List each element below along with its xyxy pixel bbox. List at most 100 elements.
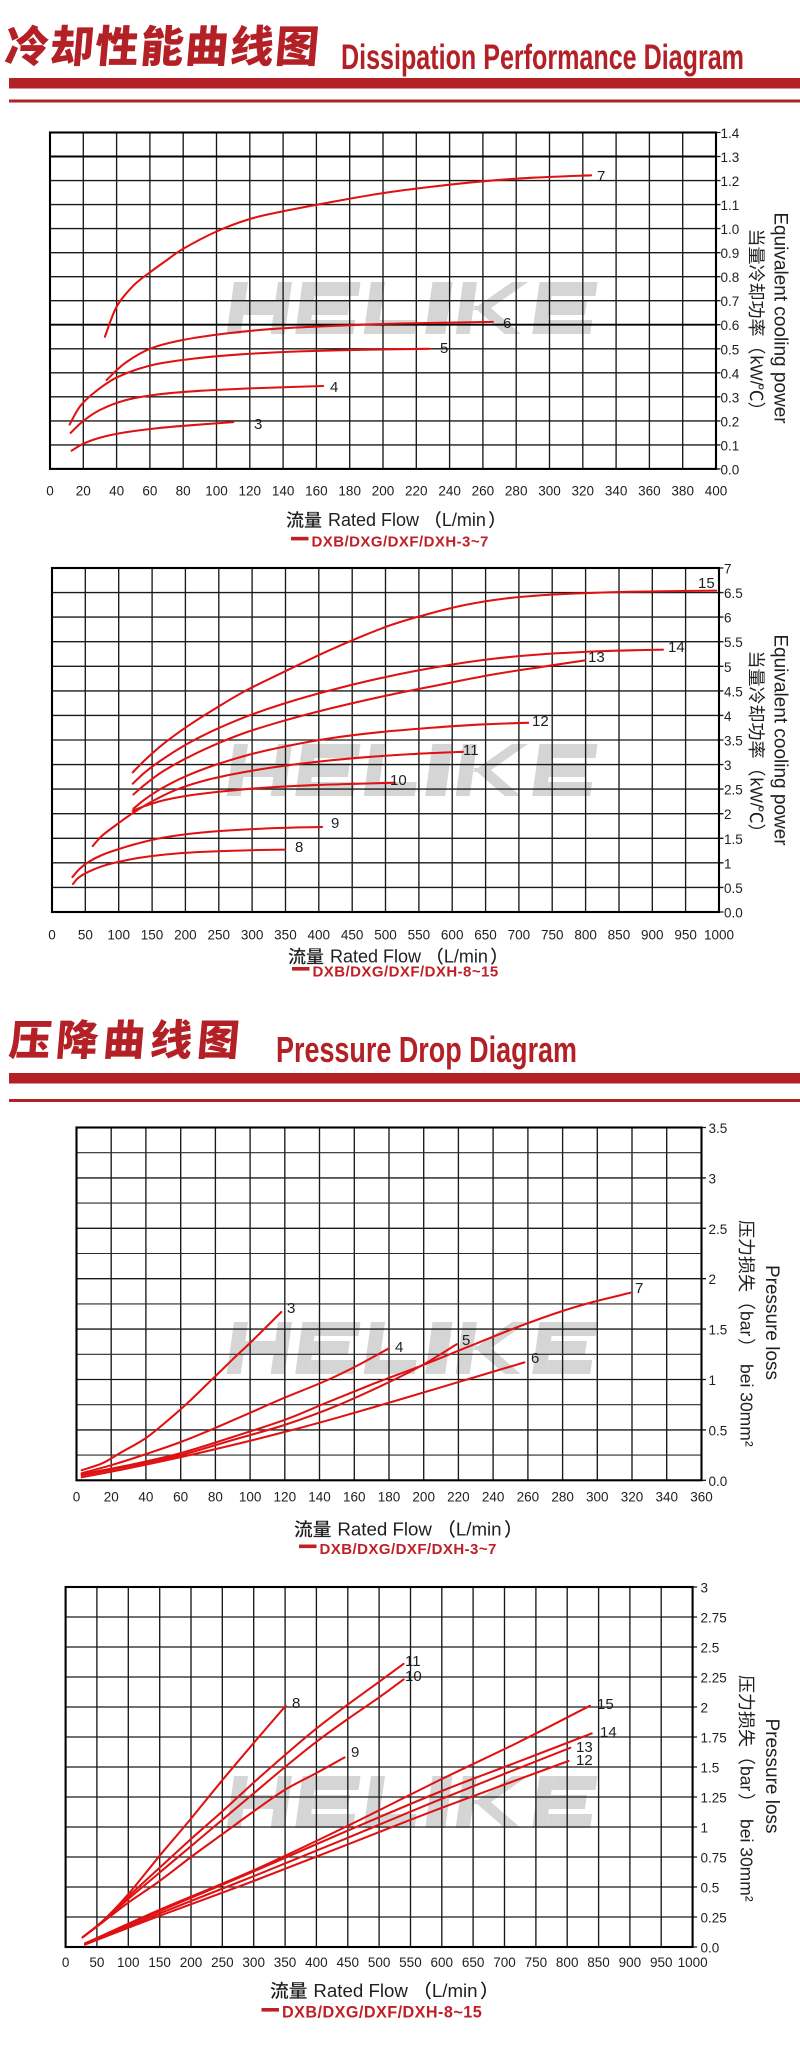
svg-text:260: 260 xyxy=(517,1490,540,1505)
svg-text:0.0: 0.0 xyxy=(709,1474,728,1489)
svg-text:Rated Flow: Rated Flow xyxy=(337,1519,432,1540)
svg-text:140: 140 xyxy=(308,1490,331,1505)
svg-text:40: 40 xyxy=(109,484,124,499)
svg-text:0.9: 0.9 xyxy=(721,246,740,261)
svg-text:450: 450 xyxy=(341,928,364,943)
svg-text:DXB/DXG/DXF/DXH-3~7: DXB/DXG/DXF/DXH-3~7 xyxy=(320,1541,497,1558)
svg-text:Rated Flow: Rated Flow xyxy=(330,947,422,967)
svg-text:2.5: 2.5 xyxy=(709,1222,728,1237)
svg-text:150: 150 xyxy=(148,1955,171,1970)
svg-text:50: 50 xyxy=(89,1955,104,1970)
svg-text:100: 100 xyxy=(107,928,130,943)
svg-text:280: 280 xyxy=(551,1490,574,1505)
svg-text:3: 3 xyxy=(287,1300,295,1317)
svg-text:L/min: L/min xyxy=(444,947,488,967)
svg-text:0.4: 0.4 xyxy=(721,366,740,381)
svg-text:bei 30mm²: bei 30mm² xyxy=(737,1364,757,1447)
svg-text:0.1: 0.1 xyxy=(721,438,740,453)
svg-text:550: 550 xyxy=(408,928,431,943)
svg-text:120: 120 xyxy=(239,484,262,499)
svg-text:6: 6 xyxy=(724,611,732,626)
svg-text:Pressure loss: Pressure loss xyxy=(761,1718,782,1833)
svg-text:7: 7 xyxy=(597,168,605,185)
svg-text:0.5: 0.5 xyxy=(721,342,740,357)
svg-text:200: 200 xyxy=(180,1955,203,1970)
svg-text:3: 3 xyxy=(254,416,262,433)
svg-text:160: 160 xyxy=(343,1490,366,1505)
svg-text:650: 650 xyxy=(474,928,497,943)
svg-text:Dissipation Performance Diagra: Dissipation Performance Diagram xyxy=(341,37,744,77)
svg-text:0.5: 0.5 xyxy=(709,1423,728,1438)
svg-text:12: 12 xyxy=(576,1752,593,1769)
svg-text:650: 650 xyxy=(462,1955,485,1970)
svg-text:7: 7 xyxy=(724,562,732,577)
svg-text:4.5: 4.5 xyxy=(724,684,743,699)
svg-text:950: 950 xyxy=(674,928,697,943)
svg-text:9: 9 xyxy=(331,815,339,832)
svg-text:360: 360 xyxy=(638,484,661,499)
svg-text:5: 5 xyxy=(724,660,732,675)
svg-text:280: 280 xyxy=(505,484,528,499)
svg-text:550: 550 xyxy=(399,1955,422,1970)
svg-text:140: 140 xyxy=(272,484,295,499)
svg-text:3: 3 xyxy=(724,758,732,773)
svg-text:2.75: 2.75 xyxy=(701,1611,727,1626)
svg-text:240: 240 xyxy=(482,1490,505,1505)
svg-text:750: 750 xyxy=(525,1955,548,1970)
svg-text:Rated Flow: Rated Flow xyxy=(328,510,420,530)
svg-text:7: 7 xyxy=(635,1280,643,1297)
svg-text:0.0: 0.0 xyxy=(701,1941,720,1956)
svg-text:500: 500 xyxy=(374,928,397,943)
svg-text:200: 200 xyxy=(372,484,395,499)
svg-text:50: 50 xyxy=(78,928,93,943)
svg-text:2: 2 xyxy=(709,1272,717,1287)
svg-text:750: 750 xyxy=(541,928,564,943)
svg-text:20: 20 xyxy=(76,484,91,499)
svg-text:4: 4 xyxy=(330,379,338,396)
svg-text:2.5: 2.5 xyxy=(701,1641,720,1656)
svg-text:1.5: 1.5 xyxy=(724,832,743,847)
svg-text:1.0: 1.0 xyxy=(721,222,740,237)
svg-text:400: 400 xyxy=(308,928,331,943)
svg-text:L/min: L/min xyxy=(432,1980,478,2001)
svg-text:700: 700 xyxy=(493,1955,516,1970)
svg-text:450: 450 xyxy=(336,1955,359,1970)
svg-text:5: 5 xyxy=(440,340,448,357)
svg-text:1.25: 1.25 xyxy=(701,1791,727,1806)
svg-text:1: 1 xyxy=(724,856,732,871)
svg-text:800: 800 xyxy=(556,1955,579,1970)
svg-text:L/min: L/min xyxy=(456,1519,502,1540)
svg-text:100: 100 xyxy=(117,1955,140,1970)
svg-text:1.4: 1.4 xyxy=(721,126,740,141)
svg-text:0: 0 xyxy=(46,484,54,499)
svg-text:DXB/DXG/DXF/DXH-8~15: DXB/DXG/DXF/DXH-8~15 xyxy=(313,964,499,981)
svg-text:900: 900 xyxy=(641,928,664,943)
svg-text:250: 250 xyxy=(207,928,230,943)
svg-text:0.0: 0.0 xyxy=(721,462,740,477)
svg-text:12: 12 xyxy=(532,713,549,730)
svg-text:3: 3 xyxy=(709,1171,717,1186)
svg-text:250: 250 xyxy=(211,1955,234,1970)
svg-text:80: 80 xyxy=(208,1490,223,1505)
svg-text:0.25: 0.25 xyxy=(701,1911,727,1926)
svg-text:950: 950 xyxy=(650,1955,673,1970)
svg-text:1: 1 xyxy=(709,1373,717,1388)
svg-text:160: 160 xyxy=(305,484,328,499)
svg-text:0: 0 xyxy=(73,1490,81,1505)
svg-text:1.2: 1.2 xyxy=(721,174,740,189)
svg-text:0.3: 0.3 xyxy=(721,390,740,405)
svg-text:15: 15 xyxy=(698,575,715,592)
svg-text:0.2: 0.2 xyxy=(721,414,740,429)
svg-text:L/min: L/min xyxy=(442,510,486,530)
svg-text:Equivalent cooling power: Equivalent cooling power xyxy=(770,212,791,424)
svg-text:400: 400 xyxy=(305,1955,328,1970)
svg-text:1.1: 1.1 xyxy=(721,198,740,213)
svg-text:300: 300 xyxy=(242,1955,265,1970)
svg-text:Equivalent cooling power: Equivalent cooling power xyxy=(770,634,791,846)
svg-text:3: 3 xyxy=(701,1581,709,1596)
svg-text:14: 14 xyxy=(600,1724,617,1741)
svg-text:0.7: 0.7 xyxy=(721,294,740,309)
svg-text:220: 220 xyxy=(447,1490,470,1505)
svg-text:13: 13 xyxy=(576,1739,593,1756)
svg-text:2: 2 xyxy=(701,1701,709,1716)
